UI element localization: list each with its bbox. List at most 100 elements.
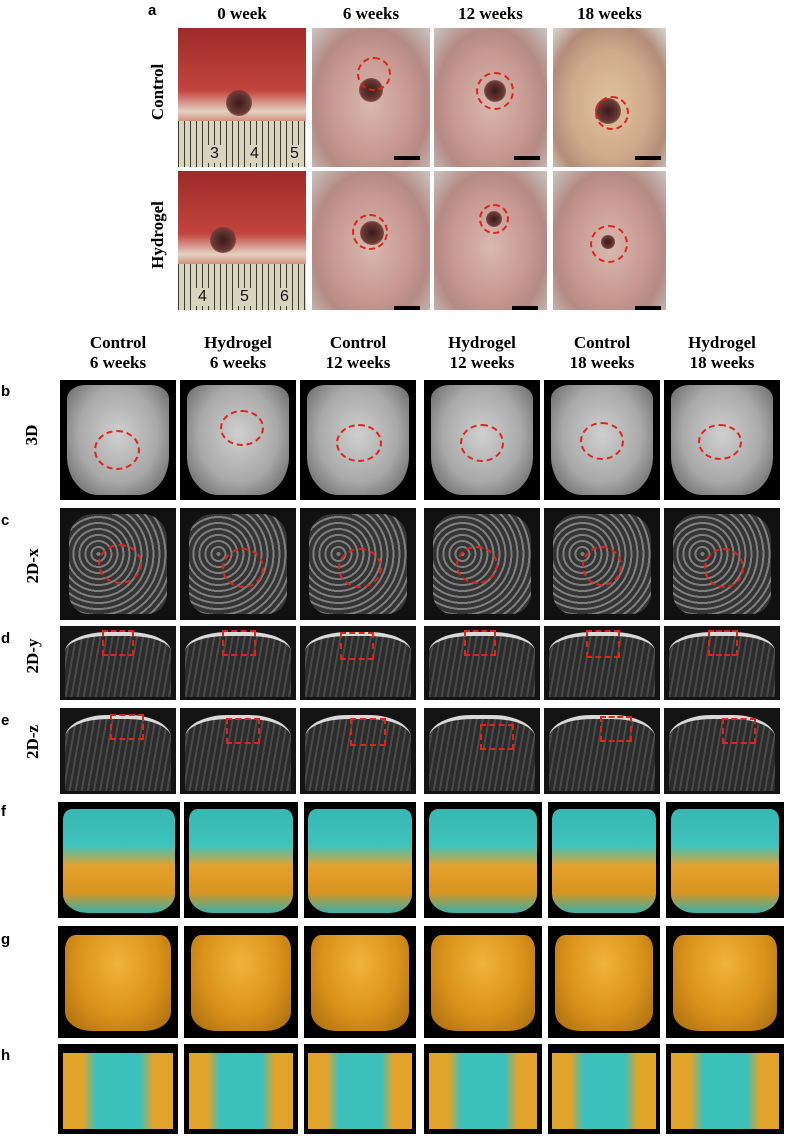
column-time: 12 weeks [449,353,515,372]
2dy-hydrogel-18w [664,626,780,700]
column-header-5: Hydrogel 18 weeks [664,333,780,373]
2dx-hydrogel-18w [664,508,780,620]
hydrogel-18weeks-photo [553,171,666,310]
3d-hydrogel-12w [424,380,540,500]
control-0week-photo: 3 4 5 [178,28,306,167]
reconstruction [308,1053,412,1129]
panel-letter-b: b [1,383,11,400]
defect-box [722,718,756,744]
reconstruction [188,1053,294,1129]
reconstruction [552,1053,656,1129]
column-header-0: Control 6 weeks [60,333,176,373]
2dx-control-6w [60,508,176,620]
defect-circle [582,546,622,586]
recon-f-hydrogel-12w [424,802,542,918]
reconstruction [431,934,535,1032]
2dy-hydrogel-12w [424,626,540,700]
timepoint-header-3: 18 weeks [577,4,642,23]
ruler: 4 5 6 [178,264,306,310]
ruler-number: 4 [248,145,261,163]
defect-circle [222,548,264,588]
panel-letter-d: d [1,630,11,647]
defect-circle [698,424,742,460]
defect-box [222,630,256,656]
column-time: 6 weeks [89,353,147,372]
defect-box [464,630,496,656]
2dz-hydrogel-6w [180,708,296,794]
panel-letter-h: h [1,1047,11,1064]
2dy-control-6w [60,626,176,700]
defect-circle [460,424,504,462]
reconstruction [62,1053,174,1129]
reconstruction [62,808,176,914]
column-group: Hydrogel [204,333,272,352]
bone-slice [309,513,407,615]
hydrogel-0week-photo: 4 5 6 [178,171,306,310]
defect-circle [338,548,382,588]
ruler: 3 4 5 [178,121,306,167]
defect-box [226,718,260,744]
bone-slice [428,714,536,791]
row-label-2d-y: 2D-y [23,638,42,674]
recon-f-hydrogel-6w [184,802,298,918]
defect-box [110,714,144,740]
3d-control-12w [300,380,416,500]
reconstruction [554,934,654,1032]
defect-circle [94,430,140,470]
defect-circle [704,548,744,588]
3d-control-6w [60,380,176,500]
column-time: 18 weeks [689,353,755,372]
bone-slice [548,631,656,698]
recon-g-hydrogel-6w [184,926,298,1038]
defect-circle [479,204,509,234]
defect-box [102,630,134,656]
recon-g-hydrogel-12w [424,926,542,1038]
reconstruction [310,934,410,1032]
bone-slice [184,714,292,791]
defect-box [480,724,514,750]
hydrogel-6weeks-photo [312,171,430,310]
recon-h-control-6w [58,1044,178,1134]
panel-letter-f: f [1,803,6,820]
column-header-4: Control 18 weeks [544,333,660,373]
row-label-2d-z: 2D-z [23,725,42,759]
panel-letter-e: e [1,712,10,729]
hydrogel-12weeks-photo [434,171,547,310]
ruler-number: 3 [208,145,221,163]
recon-h-control-18w [548,1044,660,1134]
column-header-3: Hydrogel 12 weeks [424,333,540,373]
bone-slice [673,513,771,615]
2dy-hydrogel-6w [180,626,296,700]
reconstruction [670,1053,780,1129]
recon-g-control-6w [58,926,178,1038]
timepoint-header-1: 6 weeks [342,4,400,23]
bone-slice [64,714,172,791]
2dy-control-12w [300,626,416,700]
scale-bar [514,156,540,160]
column-group: Hydrogel [448,333,516,352]
2dz-control-12w [300,708,416,794]
reconstruction [673,934,777,1032]
defect-circle [456,546,498,584]
ruler-number: 5 [288,145,301,163]
timepoint-header-0: 0 week [217,4,267,23]
reconstruction [188,808,294,914]
recon-g-hydrogel-18w [666,926,784,1038]
recon-f-control-18w [548,802,660,918]
recon-f-hydrogel-18w [666,802,784,918]
recon-g-control-18w [548,926,660,1038]
column-time: 18 weeks [569,353,635,372]
scale-bar [394,306,420,310]
row-label-2d-x: 2D-x [23,548,42,584]
row-label-control: Control [148,63,167,121]
2dx-control-12w [300,508,416,620]
recon-f-control-12w [304,802,416,918]
panel-letter-a: a [148,2,157,19]
3d-hydrogel-6w [180,380,296,500]
recon-g-control-12w [304,926,416,1038]
defect-circle [352,214,388,250]
recon-h-hydrogel-6w [184,1044,298,1134]
defect-box [708,630,738,656]
bone-slice [668,631,776,698]
column-group: Control [329,333,387,352]
